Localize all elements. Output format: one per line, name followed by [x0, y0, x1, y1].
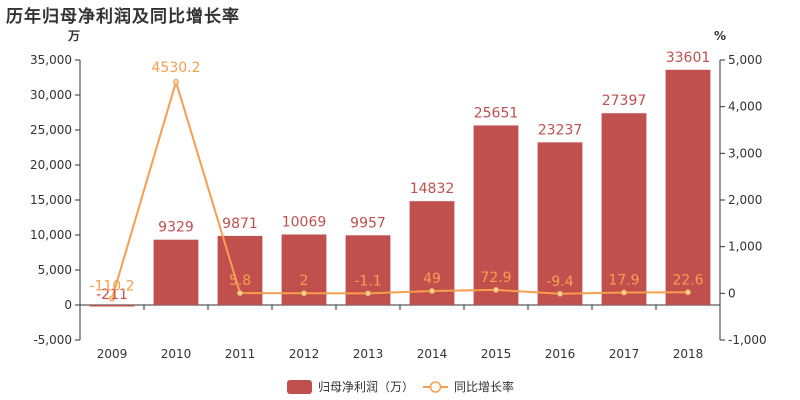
line-value-label: 5.8	[229, 273, 251, 289]
line-point	[109, 295, 115, 302]
x-axis-tick-label: 2009	[97, 347, 128, 361]
bar-value-label: 9329	[158, 220, 194, 236]
bar	[473, 125, 519, 306]
line-point	[429, 288, 435, 295]
x-axis-tick-label: 2011	[225, 347, 256, 361]
line-value-label: 17.9	[608, 272, 639, 288]
left-axis-tick-label: 25,000	[30, 123, 72, 137]
line-point	[557, 290, 563, 297]
line-value-label: 22.6	[672, 272, 703, 288]
x-axis-tick-label: 2018	[673, 347, 704, 361]
bar	[601, 113, 647, 305]
data-labels: -211 9329 9871 10069 9957 14832 25651 23237 2739…	[89, 50, 710, 303]
line-point	[493, 286, 499, 293]
line-point	[173, 78, 179, 85]
x-axis-tick-label: 2017	[609, 347, 640, 361]
right-axis-tick-label: -1,000	[728, 333, 767, 347]
line-point	[685, 289, 691, 296]
line-value-label: 49	[423, 271, 441, 287]
bar	[89, 305, 135, 307]
x-axis-tick-label: 2016	[545, 347, 576, 361]
bar-value-label: -211	[96, 287, 128, 303]
left-axis-tick-label: 20,000	[30, 158, 72, 172]
line-value-label: 2	[300, 273, 309, 289]
line-value-label: 72.9	[480, 270, 511, 286]
bar	[665, 69, 711, 305]
left-axis-tick-label: -5,000	[33, 333, 72, 347]
left-axis-tick-label: 35,000	[30, 53, 72, 67]
legend-bar-swatch	[287, 380, 312, 394]
x-axis-tick-label: 2013	[353, 347, 384, 361]
legend-bar-label: 归母净利润（万）	[318, 380, 414, 394]
legend[interactable]: 归母净利润（万） 同比增长率	[287, 379, 514, 394]
right-axis-tick-label: 2,000	[728, 193, 762, 207]
line-point	[365, 290, 371, 297]
right-axis-tick-label: 3,000	[728, 146, 762, 160]
x-axis-tick-label: 2015	[481, 347, 512, 361]
bar-value-label: 14832	[410, 181, 455, 197]
bar	[537, 142, 583, 305]
x-axis-tick-label: 2012	[289, 347, 320, 361]
bar	[153, 239, 199, 305]
legend-line-marker	[429, 381, 442, 393]
bar-value-label: 23237	[538, 122, 583, 138]
line-value-label: 4530.2	[152, 60, 201, 76]
chart-title: 历年归母净利润及同比增长率	[6, 7, 240, 27]
right-axis-tick-label: 0	[728, 286, 736, 300]
left-axis-tick-label: 10,000	[30, 228, 72, 242]
left-axis-tick-label: 15,000	[30, 193, 72, 207]
left-axis-unit: 万	[67, 29, 80, 43]
bar-value-label: 25651	[474, 105, 519, 121]
bar-value-label: 33601	[666, 50, 711, 66]
left-axis-tick-label: 5,000	[38, 263, 72, 277]
line-value-label: -110.2	[89, 278, 134, 294]
right-axis-tick-label: 1,000	[728, 240, 762, 254]
line-value-label: -9.4	[546, 274, 573, 290]
growth-rate-line	[111, 78, 689, 299]
line-point	[237, 290, 243, 297]
right-axis-tick-label: 4,000	[728, 100, 762, 114]
chart-axes: -5,00005,00010,00015,00020,00025,00030,0…	[30, 29, 767, 361]
line-value-label: -1.1	[354, 273, 381, 289]
x-axis-tick-label: 2014	[417, 347, 448, 361]
left-axis-tick-label: 30,000	[30, 88, 72, 102]
x-axis-tick-label: 2010	[161, 347, 192, 361]
line-point	[301, 290, 307, 297]
bar	[409, 201, 455, 305]
bar-value-label: 27397	[602, 93, 647, 109]
left-axis-tick-label: 0	[64, 298, 72, 312]
line-point	[621, 289, 627, 296]
right-axis-unit: %	[714, 29, 726, 43]
bar-value-label: 10069	[282, 215, 327, 231]
bar-value-label: 9871	[222, 216, 258, 232]
bar-value-label: 9957	[350, 215, 386, 231]
right-axis-tick-label: 5,000	[728, 53, 762, 67]
line-series	[109, 78, 691, 302]
legend-line-label: 同比增长率	[454, 379, 514, 394]
